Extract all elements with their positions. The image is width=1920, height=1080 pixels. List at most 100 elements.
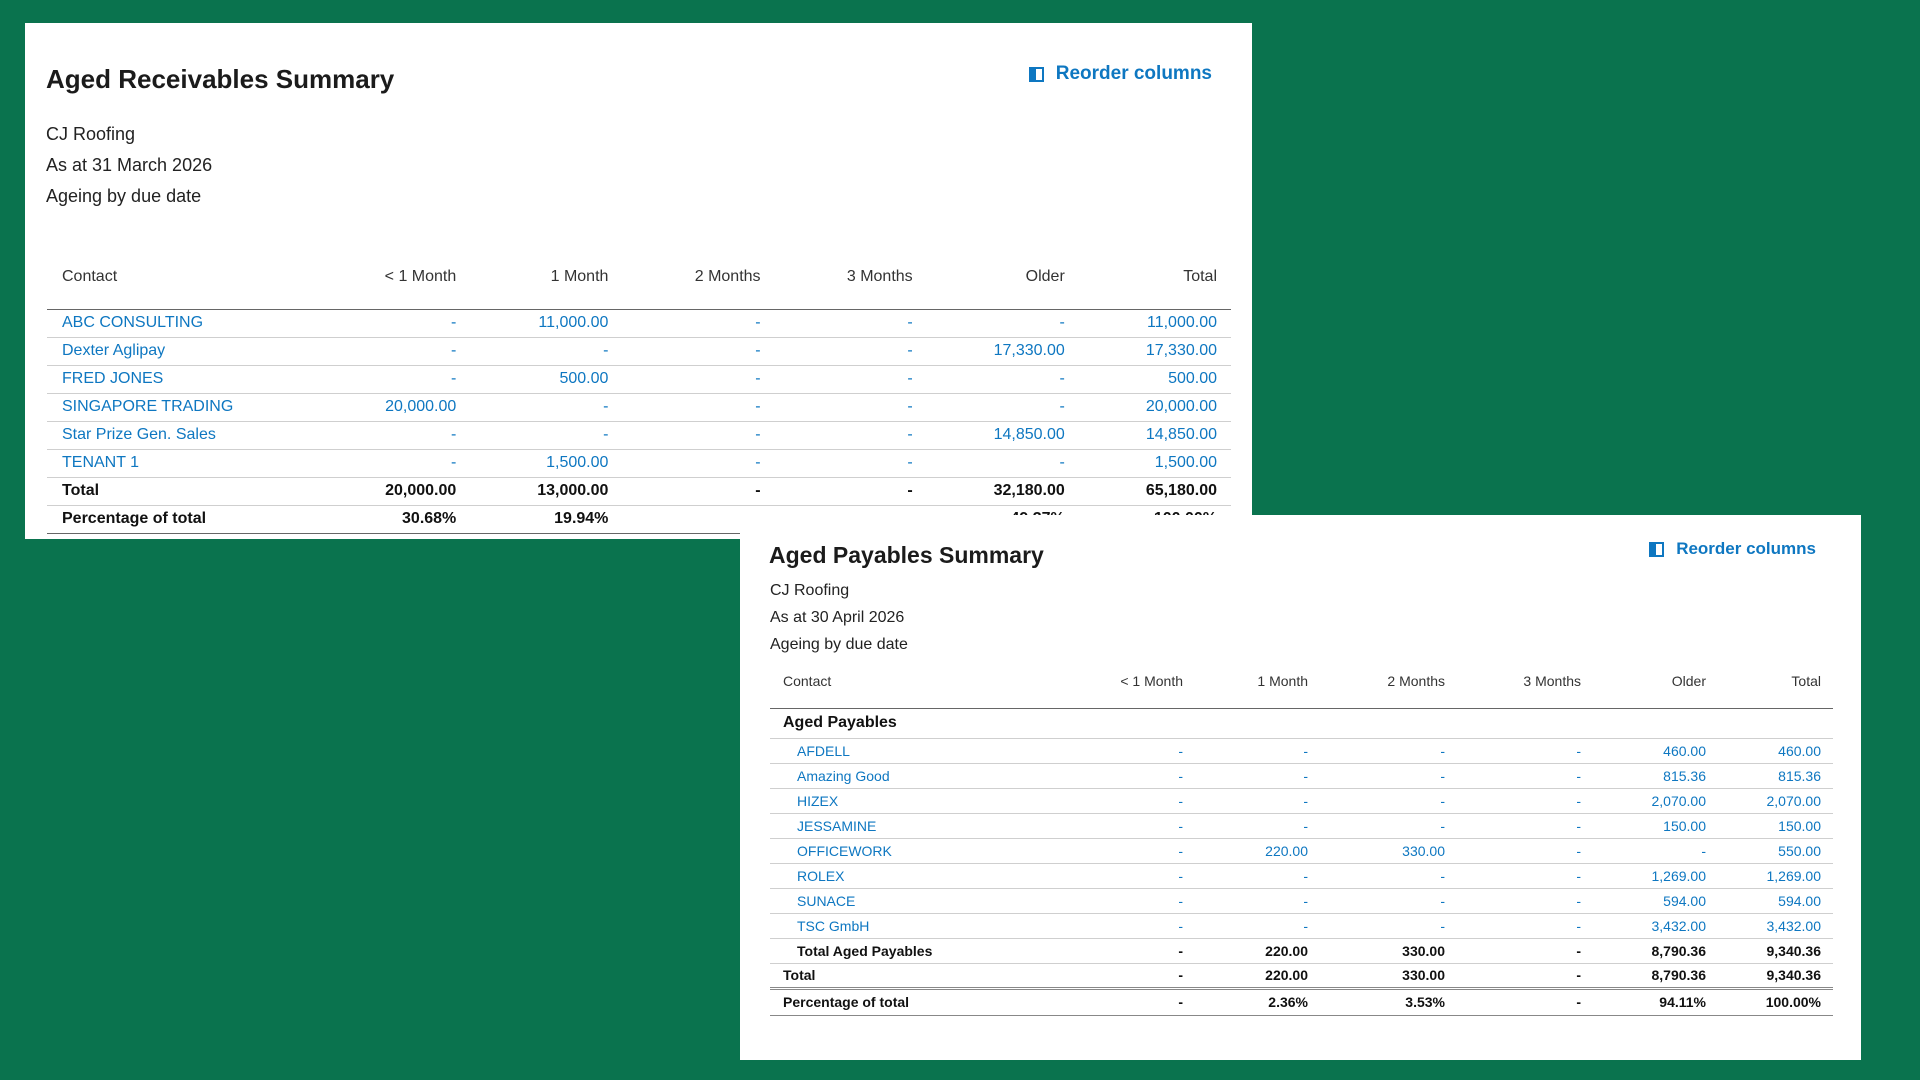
cell-2months[interactable]: - xyxy=(1320,763,1457,789)
cell-older[interactable]: 460.00 xyxy=(1593,738,1718,764)
cell-total[interactable]: 500.00 xyxy=(1078,365,1231,394)
column-header-2months[interactable]: 2 Months xyxy=(622,245,775,310)
cell-1month[interactable]: - xyxy=(470,393,623,422)
contact-link[interactable]: Dexter Aglipay xyxy=(47,337,317,366)
cell-older[interactable]: 594.00 xyxy=(1593,888,1718,914)
cell-2months[interactable]: - xyxy=(622,337,775,366)
column-header-2months[interactable]: 2 Months xyxy=(1320,654,1457,709)
contact-link[interactable]: FRED JONES xyxy=(47,365,317,394)
column-header-contact[interactable]: Contact xyxy=(47,245,317,310)
cell-3months[interactable]: - xyxy=(1457,738,1593,764)
column-header-older[interactable]: Older xyxy=(1593,654,1718,709)
cell-2months[interactable]: - xyxy=(622,449,775,478)
contact-link[interactable]: AFDELL xyxy=(770,738,1070,764)
cell-2months[interactable]: - xyxy=(622,365,775,394)
cell-total[interactable]: 550.00 xyxy=(1718,838,1833,864)
cell-total[interactable]: 3,432.00 xyxy=(1718,913,1833,939)
cell-3months[interactable]: - xyxy=(1457,863,1593,889)
cell-3months[interactable]: - xyxy=(1457,813,1593,839)
cell-total[interactable]: 1,269.00 xyxy=(1718,863,1833,889)
cell-2months[interactable]: - xyxy=(1320,738,1457,764)
cell-lt1month[interactable]: - xyxy=(1070,863,1195,889)
cell-total[interactable]: 20,000.00 xyxy=(1078,393,1231,422)
payables-reorder-columns-button[interactable]: Reorder columns xyxy=(1649,539,1816,559)
cell-older[interactable]: 2,070.00 xyxy=(1593,788,1718,814)
cell-older[interactable]: - xyxy=(926,449,1079,478)
cell-3months[interactable]: - xyxy=(774,337,927,366)
cell-lt1month[interactable]: - xyxy=(1070,813,1195,839)
cell-total[interactable]: 1,500.00 xyxy=(1078,449,1231,478)
contact-link[interactable]: OFFICEWORK xyxy=(770,838,1070,864)
contact-link[interactable]: SUNACE xyxy=(770,888,1070,914)
cell-2months[interactable]: - xyxy=(1320,863,1457,889)
cell-3months[interactable]: - xyxy=(774,365,927,394)
cell-total[interactable]: 150.00 xyxy=(1718,813,1833,839)
cell-older[interactable]: - xyxy=(926,365,1079,394)
column-header-3months[interactable]: 3 Months xyxy=(1457,654,1593,709)
contact-link[interactable]: HIZEX xyxy=(770,788,1070,814)
column-header-total[interactable]: Total xyxy=(1078,245,1231,310)
receivables-reorder-columns-button[interactable]: Reorder columns xyxy=(1028,63,1212,85)
cell-older[interactable]: - xyxy=(926,309,1079,338)
contact-link[interactable]: ABC CONSULTING xyxy=(47,309,317,338)
cell-1month[interactable]: - xyxy=(1195,888,1320,914)
cell-3months[interactable]: - xyxy=(774,309,927,338)
cell-lt1month[interactable]: - xyxy=(1070,788,1195,814)
cell-total[interactable]: 17,330.00 xyxy=(1078,337,1231,366)
cell-older[interactable]: 14,850.00 xyxy=(926,421,1079,450)
cell-3months[interactable]: - xyxy=(774,449,927,478)
column-header-lt1month[interactable]: < 1 Month xyxy=(316,245,471,310)
cell-2months[interactable]: - xyxy=(1320,888,1457,914)
contact-link[interactable]: ROLEX xyxy=(770,863,1070,889)
cell-2months[interactable]: - xyxy=(1320,913,1457,939)
cell-older[interactable]: 3,432.00 xyxy=(1593,913,1718,939)
cell-1month[interactable]: - xyxy=(1195,913,1320,939)
contact-link[interactable]: SINGAPORE TRADING xyxy=(47,393,317,422)
cell-older[interactable]: - xyxy=(926,393,1079,422)
contact-link[interactable]: TSC GmbH xyxy=(770,913,1070,939)
cell-lt1month[interactable]: - xyxy=(1070,738,1195,764)
cell-1month[interactable]: 1,500.00 xyxy=(470,449,623,478)
cell-lt1month[interactable]: 20,000.00 xyxy=(316,393,471,422)
column-header-total[interactable]: Total xyxy=(1718,654,1833,709)
contact-link[interactable]: TENANT 1 xyxy=(47,449,317,478)
cell-1month[interactable]: - xyxy=(470,421,623,450)
cell-3months[interactable]: - xyxy=(1457,838,1593,864)
cell-1month[interactable]: 220.00 xyxy=(1195,838,1320,864)
cell-1month[interactable]: - xyxy=(1195,788,1320,814)
cell-3months[interactable]: - xyxy=(1457,888,1593,914)
cell-3months[interactable]: - xyxy=(1457,913,1593,939)
cell-lt1month[interactable]: - xyxy=(1070,888,1195,914)
cell-2months[interactable]: - xyxy=(1320,788,1457,814)
column-header-contact[interactable]: Contact xyxy=(770,654,1070,709)
cell-3months[interactable]: - xyxy=(1457,763,1593,789)
cell-lt1month[interactable]: - xyxy=(1070,838,1195,864)
column-header-1month[interactable]: 1 Month xyxy=(470,245,623,310)
cell-older[interactable]: 17,330.00 xyxy=(926,337,1079,366)
cell-total[interactable]: 460.00 xyxy=(1718,738,1833,764)
cell-older[interactable]: 1,269.00 xyxy=(1593,863,1718,889)
cell-total[interactable]: 14,850.00 xyxy=(1078,421,1231,450)
contact-link[interactable]: Star Prize Gen. Sales xyxy=(47,421,317,450)
column-header-3months[interactable]: 3 Months xyxy=(774,245,927,310)
cell-1month[interactable]: - xyxy=(1195,763,1320,789)
column-header-older[interactable]: Older xyxy=(926,245,1079,310)
cell-3months[interactable]: - xyxy=(774,421,927,450)
cell-1month[interactable]: 500.00 xyxy=(470,365,623,394)
cell-2months[interactable]: - xyxy=(1320,813,1457,839)
cell-lt1month[interactable]: - xyxy=(316,337,471,366)
cell-1month[interactable]: - xyxy=(470,337,623,366)
column-header-1month[interactable]: 1 Month xyxy=(1195,654,1320,709)
cell-1month[interactable]: - xyxy=(1195,813,1320,839)
cell-older[interactable]: 150.00 xyxy=(1593,813,1718,839)
cell-2months[interactable]: - xyxy=(622,393,775,422)
cell-lt1month[interactable]: - xyxy=(1070,763,1195,789)
cell-total[interactable]: 11,000.00 xyxy=(1078,309,1231,338)
cell-lt1month[interactable]: - xyxy=(1070,913,1195,939)
cell-lt1month[interactable]: - xyxy=(316,421,471,450)
cell-1month[interactable]: 11,000.00 xyxy=(470,309,623,338)
cell-2months[interactable]: 330.00 xyxy=(1320,838,1457,864)
cell-total[interactable]: 2,070.00 xyxy=(1718,788,1833,814)
cell-lt1month[interactable]: - xyxy=(316,365,471,394)
cell-lt1month[interactable]: - xyxy=(316,449,471,478)
